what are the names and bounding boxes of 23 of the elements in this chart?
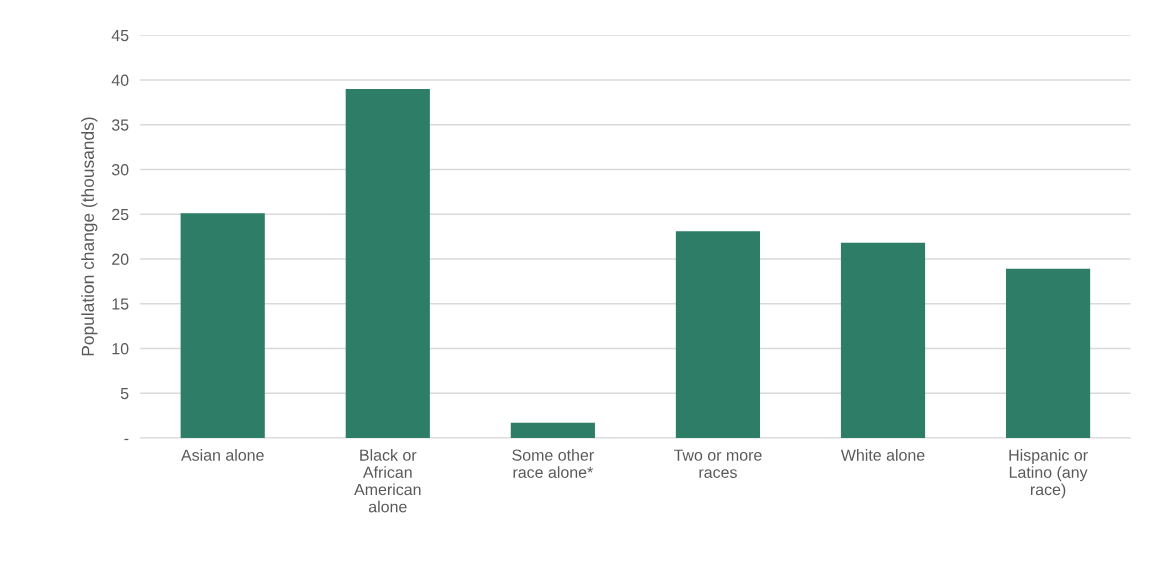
bar xyxy=(1005,268,1091,438)
x-tick-label: Asian alone xyxy=(181,449,264,461)
x-tick-label: Two or more races xyxy=(673,449,762,478)
x-tick-label: Black or African American alone xyxy=(354,449,421,513)
y-tick-label: 10 xyxy=(112,343,129,355)
bar xyxy=(675,231,761,438)
y-tick-label: 40 xyxy=(111,74,129,86)
bar xyxy=(840,242,926,438)
y-tick-label: 5 xyxy=(120,387,129,400)
y-axis-title: Population change (thousands) xyxy=(81,117,98,356)
y-tick-label: 30 xyxy=(111,164,129,176)
bar xyxy=(510,422,595,438)
x-tick-label: White alone xyxy=(840,449,925,461)
x-tick-label: Hispanic or Latino (any race) xyxy=(1009,449,1088,499)
y-tick-label: 35 xyxy=(111,119,129,131)
y-tick-label: 45 xyxy=(111,30,129,42)
bar xyxy=(180,213,265,438)
y-tick-label: 25 xyxy=(112,208,129,221)
y-tick-label: 20 xyxy=(112,253,129,265)
y-tick-label: 15 xyxy=(112,298,129,310)
x-tick-label: Some other race alone* xyxy=(512,449,594,478)
y-tick-label: - xyxy=(124,438,129,441)
bar xyxy=(345,88,430,438)
